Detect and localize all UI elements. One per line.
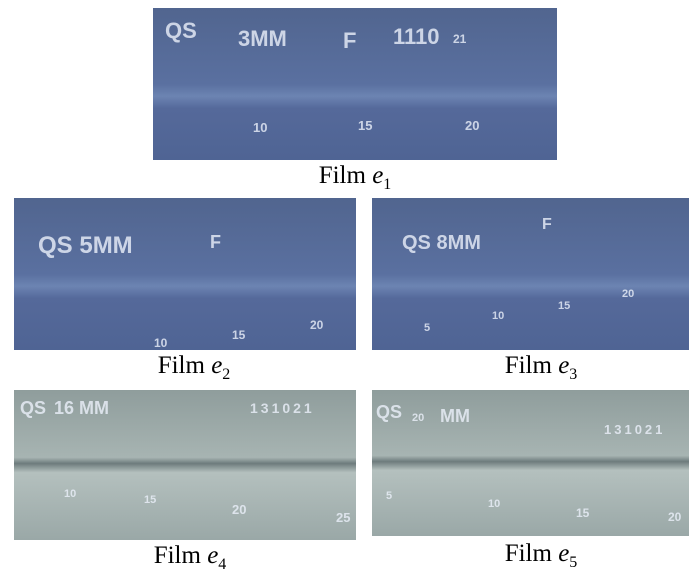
marking: 20 [232,502,247,517]
marking: F [210,232,221,252]
film-e2: QS 5MM F 10 15 20 [14,198,356,350]
film-e5: QS 20 MM 131021 5 10 15 20 [372,390,689,536]
caption-label: Film [504,540,552,567]
film-e3: QS 8MM F 5 10 15 20 [372,198,689,350]
marking: 131021 [250,400,315,416]
marking: 25 [336,510,351,525]
caption-variable: e [207,542,219,569]
caption: Film e1 [319,162,392,194]
marking: 20 [465,118,480,133]
marking: 15 [358,118,373,133]
caption: Film e2 [158,352,231,384]
marking: QS [165,18,197,43]
caption-subscript: 4 [218,556,227,573]
marking: 20 [310,318,324,332]
caption-variable: e [558,540,570,567]
caption: Film e4 [154,542,227,574]
marking: 10 [488,498,501,510]
marking: 10 [64,488,77,500]
marking: 10 [154,336,168,350]
marking: 16 MM [54,398,110,418]
marking: F [343,28,357,53]
marking: 15 [558,300,571,312]
caption-label: Film [153,542,201,569]
film-e1: QS 3MM F 1110 21 10 15 20 [153,8,557,160]
caption-label: Film [504,352,552,379]
marking: 3MM [238,26,287,51]
marking: 10 [492,310,505,322]
caption-label: Film [157,352,205,379]
caption-subscript: 2 [222,366,231,383]
caption-subscript: 3 [569,366,578,383]
marking: F [542,216,552,233]
marking: 1110 [393,24,440,49]
caption-variable: e [372,162,384,189]
marking: 131021 [604,422,666,437]
marking: 20 [412,412,425,424]
caption-variable: e [558,352,570,379]
marking: QS 5MM [38,232,133,259]
marking: MM [440,406,470,426]
marking: 15 [232,328,246,342]
marking: 5 [424,322,431,334]
marking: 21 [453,32,467,46]
marking: 5 [386,490,393,502]
film-e4: QS 16 MM 131021 10 15 20 25 [14,390,356,540]
caption: Film e5 [505,540,578,572]
marking: 20 [622,288,635,300]
marking: 15 [144,494,157,506]
marking: 10 [253,120,268,135]
caption-subscript: 1 [383,176,392,193]
marking: QS 8MM [402,232,481,254]
caption: Film e3 [505,352,578,384]
caption-variable: e [211,352,223,379]
marking: QS [20,398,47,418]
marking: 15 [576,506,590,520]
caption-label: Film [318,162,366,189]
caption-subscript: 5 [569,554,578,571]
marking: 20 [668,510,682,524]
marking: QS [376,402,403,422]
